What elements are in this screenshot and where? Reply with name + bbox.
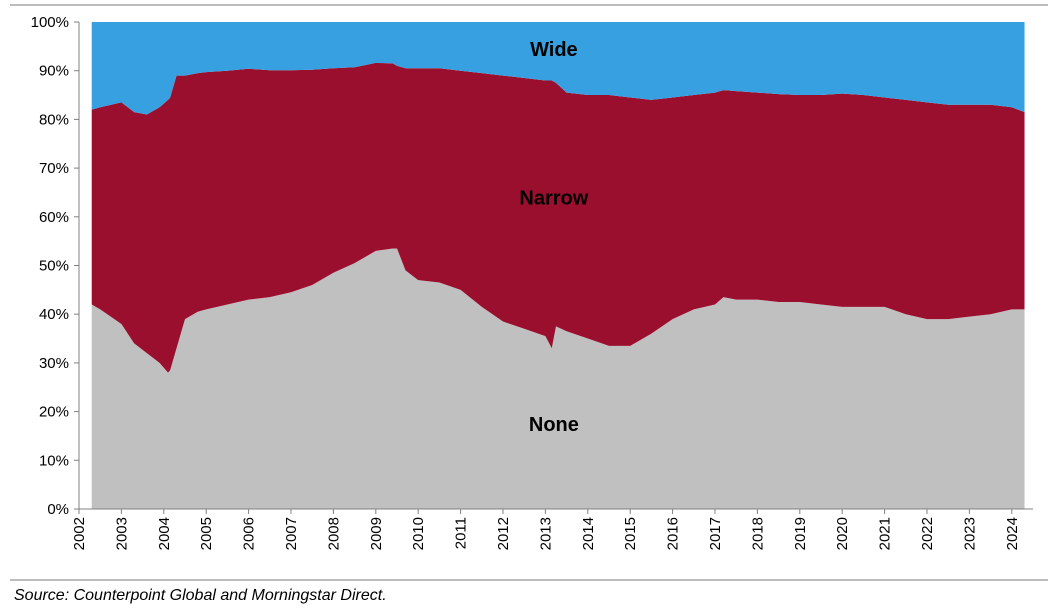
y-tick-label: 0% [47, 501, 69, 518]
y-tick-label: 80% [39, 111, 69, 128]
x-tick-label: 2007 [283, 517, 300, 550]
x-tick-label: 2010 [410, 517, 427, 550]
x-tick-label: 2002 [71, 517, 88, 550]
x-tick-label: 2013 [537, 517, 554, 550]
x-tick-label: 2019 [792, 517, 809, 550]
x-tick-label: 2014 [580, 517, 597, 550]
x-tick-label: 2011 [453, 517, 470, 549]
x-tick-label: 2021 [877, 517, 894, 550]
y-tick-label: 90% [39, 63, 69, 80]
series-label-narrow: Narrow [519, 187, 588, 209]
y-tick-label: 10% [39, 452, 69, 469]
y-tick-label: 20% [39, 404, 69, 421]
series-area-none [91, 248, 1025, 509]
x-tick-label: 2016 [665, 517, 682, 550]
series-areas [91, 22, 1025, 509]
x-tick-label: 2015 [622, 517, 639, 550]
y-tick-label: 100% [31, 14, 69, 31]
series-area-wide [91, 22, 1025, 115]
y-tick-label: 60% [39, 209, 69, 226]
axes: 0% 10% 20% 30% 40% 50% 60% 70% 80% 90% 100% 2002 200… [31, 14, 1033, 550]
x-tick-label: 2020 [834, 517, 851, 550]
x-tick-label: 2023 [961, 517, 978, 550]
source-note: Source: Counterpoint Global and Mornings… [14, 587, 387, 604]
x-tick-label: 2017 [707, 517, 724, 550]
x-tick-label: 2012 [495, 517, 512, 550]
y-tick-label: 50% [39, 258, 69, 275]
series-label-none: None [529, 414, 579, 436]
x-tick-label: 2004 [156, 517, 173, 550]
x-tick-label: 2022 [919, 517, 936, 550]
x-tick-label: 2006 [241, 517, 258, 550]
x-tick-label: 2024 [1004, 517, 1021, 550]
y-tick-label: 30% [39, 355, 69, 372]
series-label-wide: Wide [530, 39, 578, 61]
y-tick-label: 40% [39, 306, 69, 323]
series-area-narrow [91, 62, 1025, 373]
x-tick-label: 2005 [198, 517, 215, 550]
y-tick-label: 70% [39, 160, 69, 177]
x-tick-label: 2009 [368, 517, 385, 550]
x-tick-label: 2003 [113, 517, 130, 550]
series-labels: Wide Narrow None [519, 39, 588, 436]
x-tick-label: 2008 [325, 517, 342, 550]
x-tick-label: 2018 [749, 517, 766, 550]
